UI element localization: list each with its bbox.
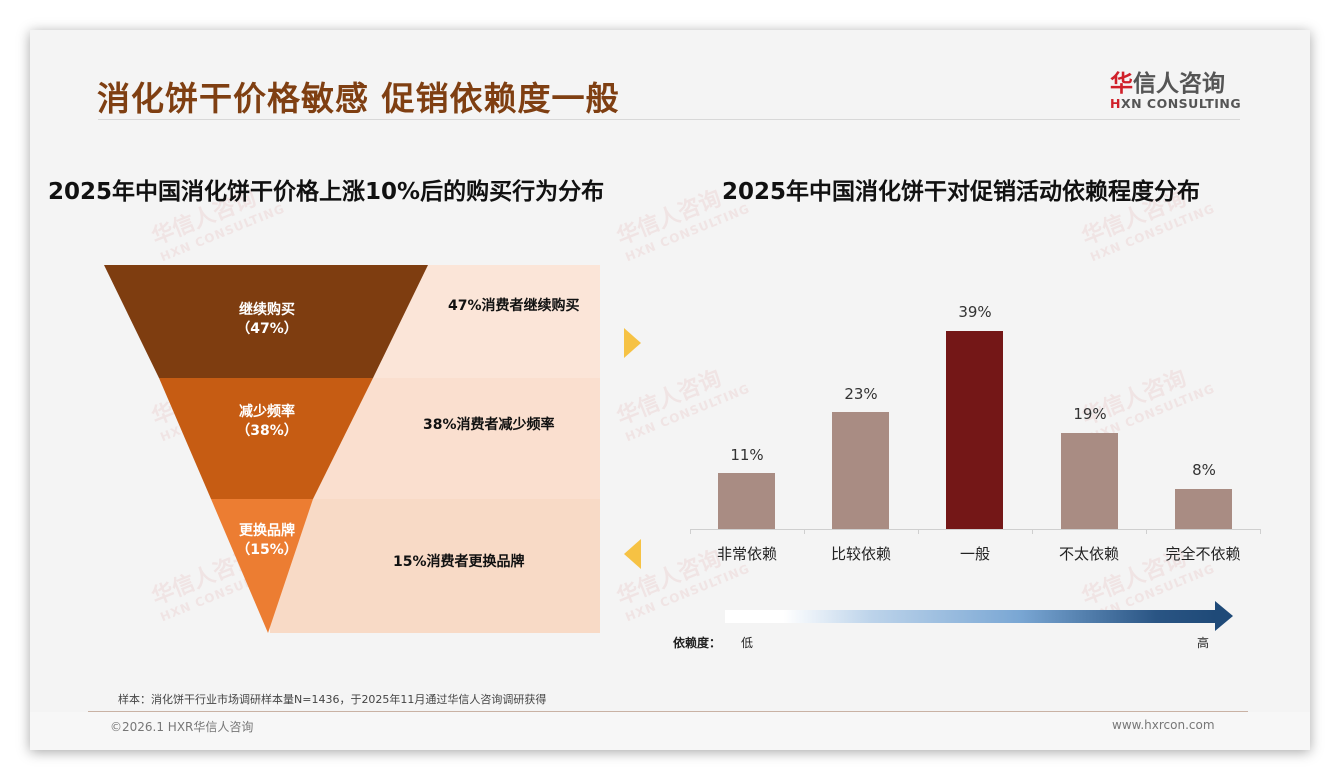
category-label: 不太依赖 <box>1058 545 1119 563</box>
funnel-label-switch: 更换品牌 （15%） <box>236 523 298 558</box>
funnel-chart <box>104 265 428 633</box>
bar-very-dependent <box>718 473 775 529</box>
bar-fairly-dependent <box>832 412 889 529</box>
funnel-segment-switch <box>211 499 313 633</box>
sample-note: 样本：消化饼干行业市场调研样本量N=1436，于2025年11月通过华信人咨询调… <box>118 693 547 706</box>
bar-not-dependent <box>1175 489 1232 529</box>
funnel-segment-continue <box>104 265 428 378</box>
funnel-desc-switch: 15%消费者更换品牌 <box>393 554 525 570</box>
category-label: 一般 <box>959 545 990 563</box>
funnel-band-switch <box>270 499 600 633</box>
bar-value-label: 19% <box>1073 405 1107 423</box>
slide: 华信人咨询 HXN CONSULTING 华信人咨询 HXN CONSULTING … <box>30 30 1310 750</box>
category-label: 非常依赖 <box>716 545 777 563</box>
funnel-segment-reduce <box>159 378 373 499</box>
footer-bar <box>30 712 1310 750</box>
bar-value-label: 23% <box>844 385 878 403</box>
funnel-chart-title: 2025年中国消化饼干价格上涨10%后的购买行为分布 <box>48 179 605 205</box>
dependency-gradient-bar <box>725 610 1215 623</box>
bar-neutral <box>946 331 1003 529</box>
title-divider <box>98 119 1240 120</box>
funnel-desc-continue: 47%消费者继续购买 <box>448 298 580 314</box>
axis-tick <box>1260 529 1261 534</box>
page-title: 消化饼干价格敏感 促销依赖度一般 <box>97 79 620 118</box>
footer-divider <box>88 711 1248 712</box>
company-logo: 华信人咨询 HXN CONSULTING <box>1110 64 1250 111</box>
funnel-label-continue: 继续购买 （47%） <box>236 302 298 337</box>
category-label: 完全不依赖 <box>1165 545 1241 563</box>
triangle-right-icon <box>624 328 641 358</box>
funnel-label-reduce: 减少频率 （38%） <box>236 404 298 439</box>
bar-value-label: 11% <box>730 446 764 464</box>
axis-tick <box>918 529 919 534</box>
logo-en: HXN CONSULTING <box>1110 96 1242 111</box>
triangle-left-icon <box>624 539 641 569</box>
dependency-low-label: 低 <box>741 636 754 650</box>
bar-value-label: 8% <box>1192 461 1216 479</box>
x-axis <box>690 529 1260 530</box>
bar-less-dependent <box>1061 433 1118 529</box>
bar-value-label: 39% <box>958 303 992 321</box>
funnel-desc-reduce: 38%消费者减少频率 <box>423 417 555 433</box>
axis-tick <box>1146 529 1147 534</box>
bar-chart-title: 2025年中国消化饼干对促销活动依赖程度分布 <box>722 179 1201 205</box>
copyright: ©2026.1 HXR华信人咨询 <box>110 720 254 734</box>
axis-tick <box>1032 529 1033 534</box>
axis-tick <box>804 529 805 534</box>
axis-tick <box>690 529 691 534</box>
logo-cn: 华信人咨询 <box>1110 71 1225 97</box>
category-label: 比较依赖 <box>830 545 891 563</box>
dependency-high-label: 高 <box>1197 636 1210 650</box>
website-link[interactable]: www.hxrcon.com <box>1112 718 1215 732</box>
arrow-right-icon <box>1215 601 1233 631</box>
dependency-scale-label: 依赖度： <box>673 636 722 650</box>
